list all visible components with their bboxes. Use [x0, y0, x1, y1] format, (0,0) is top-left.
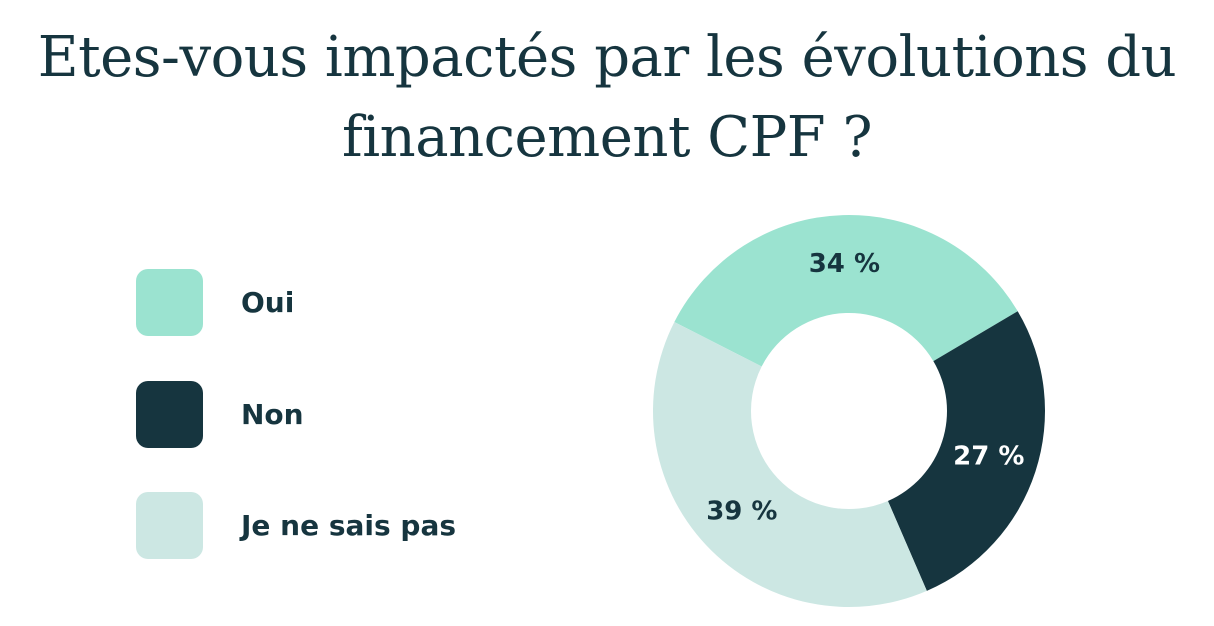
slice-label-je-ne-sais-pas: 39 % — [706, 497, 777, 527]
donut-slice-oui — [674, 215, 1018, 367]
legend-swatch-je-ne-sais-pas — [136, 491, 203, 559]
legend-swatch-non — [136, 380, 203, 448]
legend-label-je-ne-sais-pas: Je ne sais pas — [241, 508, 457, 542]
donut-slice-je-ne-sais-pas — [653, 322, 927, 607]
legend-item-non: Non — [136, 380, 304, 448]
legend-swatch-oui — [136, 268, 203, 336]
donut-chart: 34 % 27 % 39 % — [653, 215, 1045, 607]
slice-label-non: 27 % — [953, 441, 1024, 471]
legend-item-je-ne-sais-pas: Je ne sais pas — [136, 491, 456, 559]
slice-label-oui: 34 % — [809, 249, 880, 279]
legend-label-oui: Oui — [241, 285, 295, 319]
legend-label-non: Non — [241, 397, 304, 431]
donut-slice-non — [887, 311, 1045, 591]
legend-item-oui: Oui — [136, 268, 294, 336]
chart-title: Etes-vous impactés par les évolutions du… — [37, 25, 1177, 170]
